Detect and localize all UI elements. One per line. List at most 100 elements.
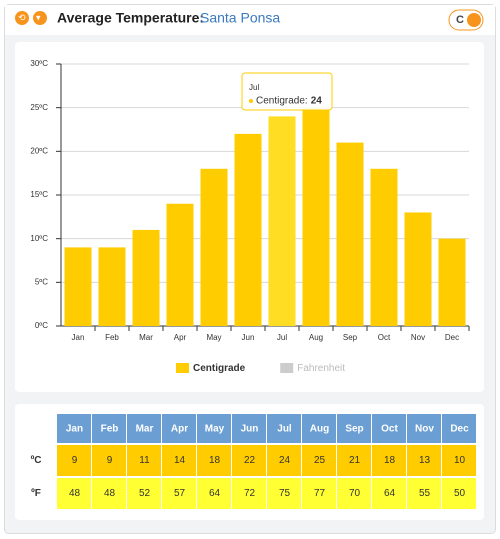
table-cell [57, 478, 91, 509]
table-header-text: Nov [415, 424, 434, 435]
table-cell [302, 478, 336, 509]
table-header-cell [337, 414, 371, 443]
bar [234, 133, 262, 326]
table-cell-text: 22 [244, 455, 256, 466]
bar [132, 229, 160, 326]
table-cell [127, 445, 161, 476]
table-header-cell [92, 414, 126, 443]
table-header-text: Jul [277, 424, 292, 435]
table-cell-text: 64 [384, 488, 396, 499]
x-tick-label: Apr [174, 333, 187, 342]
table-cell-text: 52 [139, 488, 151, 499]
table-cell [232, 478, 266, 509]
table-header-text: Apr [171, 424, 188, 435]
table-cell-text: 11 [139, 455, 150, 466]
table-cell [232, 445, 266, 476]
y-tick-label: 0ºC [35, 321, 48, 330]
icon-back[interactable] [15, 11, 29, 25]
tooltip-label: Centigrade: [256, 96, 308, 107]
table-cell [372, 445, 406, 476]
table: Jan Feb Mar Apr May Jun Jul Aug Sep Oct Nov Dec ºC 9 9… [31, 414, 476, 509]
table-cell-text: 24 [279, 455, 291, 466]
x-tick-label: Dec [445, 333, 459, 342]
legend-swatch [280, 363, 294, 373]
tooltip-title: Jul [249, 83, 259, 92]
icon-forward[interactable] [33, 11, 47, 25]
table-cell [127, 478, 161, 509]
table-cell [162, 478, 196, 509]
table-header-cell [162, 414, 196, 443]
table-cell [162, 445, 196, 476]
table-header-text: Feb [101, 424, 119, 435]
table-header-cell [267, 414, 301, 443]
table-cell-text: 72 [244, 488, 256, 499]
table-cell [302, 445, 336, 476]
header-bar [5, 5, 495, 35]
chart: 0ºC 5ºC 10ºC 15ºC 20ºC 25ºC 30ºC Jan Feb Mar Apr Ma… [30, 59, 470, 374]
bar [302, 107, 330, 327]
icon-glyph: ▾ [36, 12, 41, 22]
table-header-cell [57, 414, 91, 443]
table-cell [442, 445, 476, 476]
table-header-text: Dec [450, 424, 469, 435]
table-cell-text: 75 [279, 488, 291, 499]
table-header-cell [197, 414, 231, 443]
table-cell [92, 445, 126, 476]
table-cell-text: 10 [454, 455, 466, 466]
table-header-text: Jun [241, 424, 259, 435]
table-cell-text: 70 [349, 488, 361, 499]
y-tick-label: 5ºC [35, 277, 48, 286]
y-tick-label: 25ºC [30, 103, 48, 112]
table-cell [57, 445, 91, 476]
bar [370, 168, 398, 326]
x-tick-label: Aug [309, 333, 323, 342]
tooltip-dot [249, 99, 253, 103]
bar [166, 203, 194, 326]
x-tick-label: Oct [378, 333, 391, 342]
x-tick-label: May [206, 333, 221, 342]
y-tick-label: 10ºC [30, 234, 48, 243]
x-tick-label: Jun [242, 333, 255, 342]
tooltip [241, 72, 333, 111]
table-header-cell [372, 414, 406, 443]
bar [336, 142, 364, 326]
table-cell [442, 478, 476, 509]
legend-swatch [176, 363, 189, 373]
table-cell-text: 25 [314, 455, 326, 466]
legend-label: Centigrade [193, 363, 246, 374]
table-cell-text: 21 [349, 455, 361, 466]
y-tick-label: 15ºC [30, 190, 48, 199]
toggle-knob [467, 13, 481, 27]
table-cell-text: 9 [107, 455, 113, 466]
table-cell [267, 478, 301, 509]
table-cell-text: 50 [454, 488, 466, 499]
table-cell [267, 445, 301, 476]
table-header-text: Sep [345, 424, 363, 435]
bar [64, 247, 92, 326]
location: Santa Ponsa [200, 10, 280, 26]
table-header-text: Jan [66, 424, 83, 435]
table-cell [407, 445, 441, 476]
table-cell [337, 478, 371, 509]
table-header-cell [407, 414, 441, 443]
table-header-text: Mar [136, 424, 154, 435]
table-cell-text: 64 [209, 488, 221, 499]
table-header-text: May [205, 424, 225, 435]
x-tick-label: Nov [411, 333, 425, 342]
table-cell-text: 9 [72, 455, 78, 466]
table-cell-text: 48 [69, 488, 81, 499]
table-row-label: ºF [31, 488, 41, 499]
x-tick-label: Feb [105, 333, 119, 342]
legend-label: Fahrenheit [297, 363, 345, 374]
table-header-text: Oct [381, 424, 398, 435]
tooltip-value: 24 [311, 96, 323, 107]
toggle-label: C [456, 14, 464, 26]
y-tick-label: 30ºC [30, 59, 48, 68]
table-cell [337, 445, 371, 476]
title: Average Temperature: [57, 10, 204, 26]
table-cell [197, 445, 231, 476]
table-cell [92, 478, 126, 509]
table-cell-text: 48 [104, 488, 116, 499]
table-row-label: ºC [31, 455, 42, 466]
